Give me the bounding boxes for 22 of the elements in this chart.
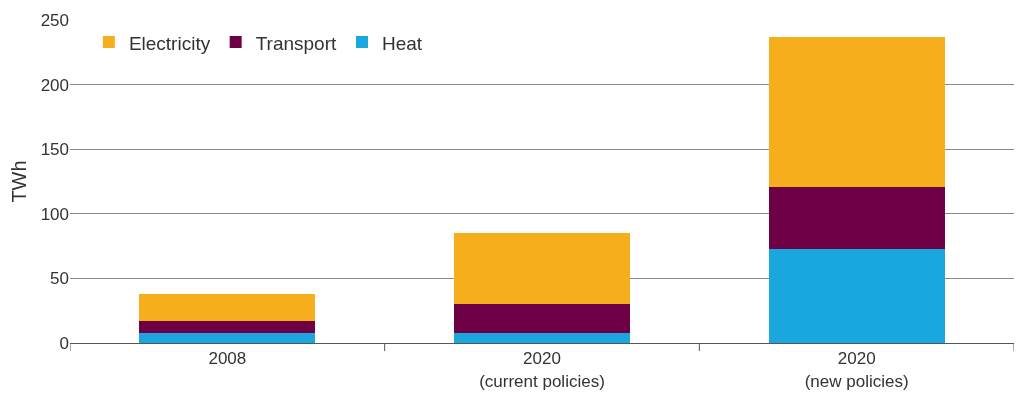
x-tick-label: 2008 xyxy=(208,349,247,369)
y-tick-label: 150 xyxy=(40,140,69,160)
bar xyxy=(768,248,945,343)
y-axis-title: TWh xyxy=(8,160,31,203)
x-tick-label: 2020 (new policies) xyxy=(804,349,909,391)
bar xyxy=(139,332,316,343)
y-tick-label: 50 xyxy=(50,269,69,289)
bar xyxy=(453,233,631,305)
x-tick-label: 2020 (current policies) xyxy=(479,349,605,391)
bar xyxy=(139,293,316,322)
y-tick-label: 250 xyxy=(40,10,69,30)
y-tick-label: 100 xyxy=(40,204,69,224)
bar xyxy=(453,332,631,343)
bar xyxy=(768,36,945,187)
bar xyxy=(768,186,945,249)
bar xyxy=(139,321,316,333)
legend-label: Heat xyxy=(381,32,423,54)
legend-label: Transport xyxy=(255,32,337,54)
bar xyxy=(453,304,631,333)
legend-label: Electricity xyxy=(128,32,211,54)
y-tick-label: 200 xyxy=(40,75,69,95)
y-tick-label: 0 xyxy=(59,333,69,353)
